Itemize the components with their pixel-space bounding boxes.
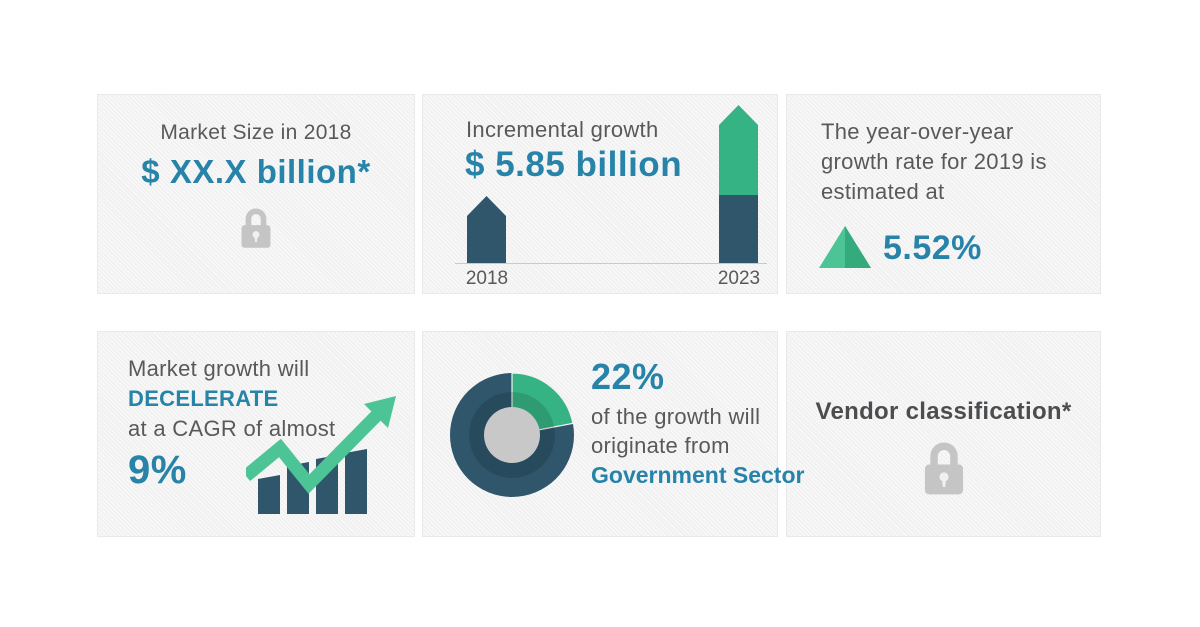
card-vendor-classification: Vendor classification*	[786, 331, 1101, 537]
cagr-emphasis: DECELERATE	[128, 386, 279, 411]
card-yoy-growth: The year-over-year growth rate for 2019 …	[786, 94, 1101, 294]
yoy-text-line-3: estimated at	[821, 179, 945, 204]
year-label-2018: 2018	[465, 268, 509, 289]
sector-line2: originate from	[591, 433, 730, 458]
card-cagr: Market growth will DECELERATE at a CAGR …	[97, 331, 415, 537]
cagr-line2: at a CAGR of almost	[128, 416, 336, 441]
bar-2023	[719, 105, 758, 263]
card-sector-share: 22% of the growth will originate from Go…	[422, 331, 804, 537]
sector-donut-chart	[450, 372, 574, 497]
vendor-title: Vendor classification*	[815, 398, 1072, 425]
yoy-text-line-2: growth rate for 2019 is	[821, 149, 1047, 174]
year-label-2023: 2023	[717, 268, 761, 289]
lock-icon	[924, 442, 963, 495]
sector-value: 22%	[591, 356, 665, 397]
card-incremental-growth: Incremental growth $ 5.85 billion 2018 2…	[422, 94, 778, 294]
lock-icon	[241, 208, 271, 248]
sector-line1: of the growth will	[591, 404, 761, 429]
cagr-value: 9%	[128, 448, 187, 492]
yoy-text: The year-over-year growth rate for 2019 …	[821, 117, 1047, 207]
yoy-value: 5.52%	[883, 229, 982, 267]
chart-baseline	[455, 263, 767, 264]
market-size-title: Market Size in 2018	[160, 121, 352, 144]
yoy-text-line-1: The year-over-year	[821, 119, 1014, 144]
cagr-text: Market growth will DECELERATE at a CAGR …	[128, 354, 335, 444]
growth-arrow-chart-icon	[246, 396, 396, 514]
growth-triangle-icon	[819, 226, 871, 268]
incremental-growth-value: $ 5.85 billion	[465, 145, 683, 184]
incremental-growth-title: Incremental growth	[466, 117, 659, 142]
bar-2018	[467, 196, 506, 263]
sector-emphasis: Government Sector	[591, 462, 805, 488]
card-market-size: Market Size in 2018 $ XX.X billion*	[97, 94, 415, 294]
market-size-value: $ XX.X billion*	[141, 153, 371, 190]
cagr-line1: Market growth will	[128, 356, 310, 381]
